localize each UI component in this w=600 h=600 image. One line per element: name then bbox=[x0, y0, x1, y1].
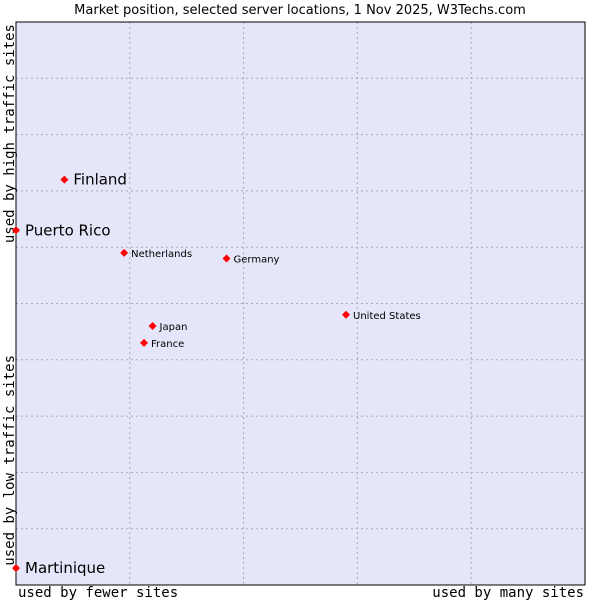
point-label-netherlands: Netherlands bbox=[131, 249, 192, 260]
point-marker-france bbox=[140, 338, 149, 347]
chart-title: Market position, selected server locatio… bbox=[74, 3, 526, 18]
point-puerto-rico: Puerto Rico bbox=[12, 221, 111, 239]
point-marker-united-states bbox=[342, 310, 351, 319]
point-marker-martinique bbox=[12, 564, 20, 573]
y-axis-label-high: used by high traffic sites bbox=[2, 24, 18, 243]
point-germany: Germany bbox=[222, 254, 280, 265]
point-label-japan: Japan bbox=[159, 322, 188, 333]
point-label-germany: Germany bbox=[234, 254, 280, 265]
point-marker-netherlands bbox=[120, 248, 129, 257]
point-marker-puerto-rico bbox=[12, 226, 20, 235]
point-label-martinique: Martinique bbox=[25, 559, 105, 577]
point-japan: Japan bbox=[148, 322, 188, 333]
point-label-france: France bbox=[151, 339, 184, 350]
y-axis-label-low: used by low traffic sites bbox=[2, 355, 18, 566]
x-axis-label-low: used by fewer sites bbox=[18, 585, 178, 600]
point-label-finland: Finland bbox=[73, 171, 127, 189]
x-axis-label-high: used by many sites bbox=[432, 585, 584, 600]
point-marker-germany bbox=[222, 254, 231, 263]
point-netherlands: Netherlands bbox=[120, 249, 192, 260]
point-marker-japan bbox=[148, 322, 157, 331]
point-martinique: Martinique bbox=[12, 559, 105, 577]
point-label-puerto-rico: Puerto Rico bbox=[25, 221, 111, 239]
point-finland: Finland bbox=[60, 171, 127, 189]
plot-background bbox=[16, 22, 585, 585]
grid-layer bbox=[16, 22, 585, 585]
plot-frame bbox=[15, 21, 586, 586]
point-france: France bbox=[140, 338, 184, 350]
point-marker-finland bbox=[60, 175, 69, 184]
point-united-states: United States bbox=[342, 310, 421, 322]
point-label-united-states: United States bbox=[353, 311, 421, 322]
points-layer: Finland Puerto Rico Netherlands Germany Unit… bbox=[12, 171, 421, 577]
